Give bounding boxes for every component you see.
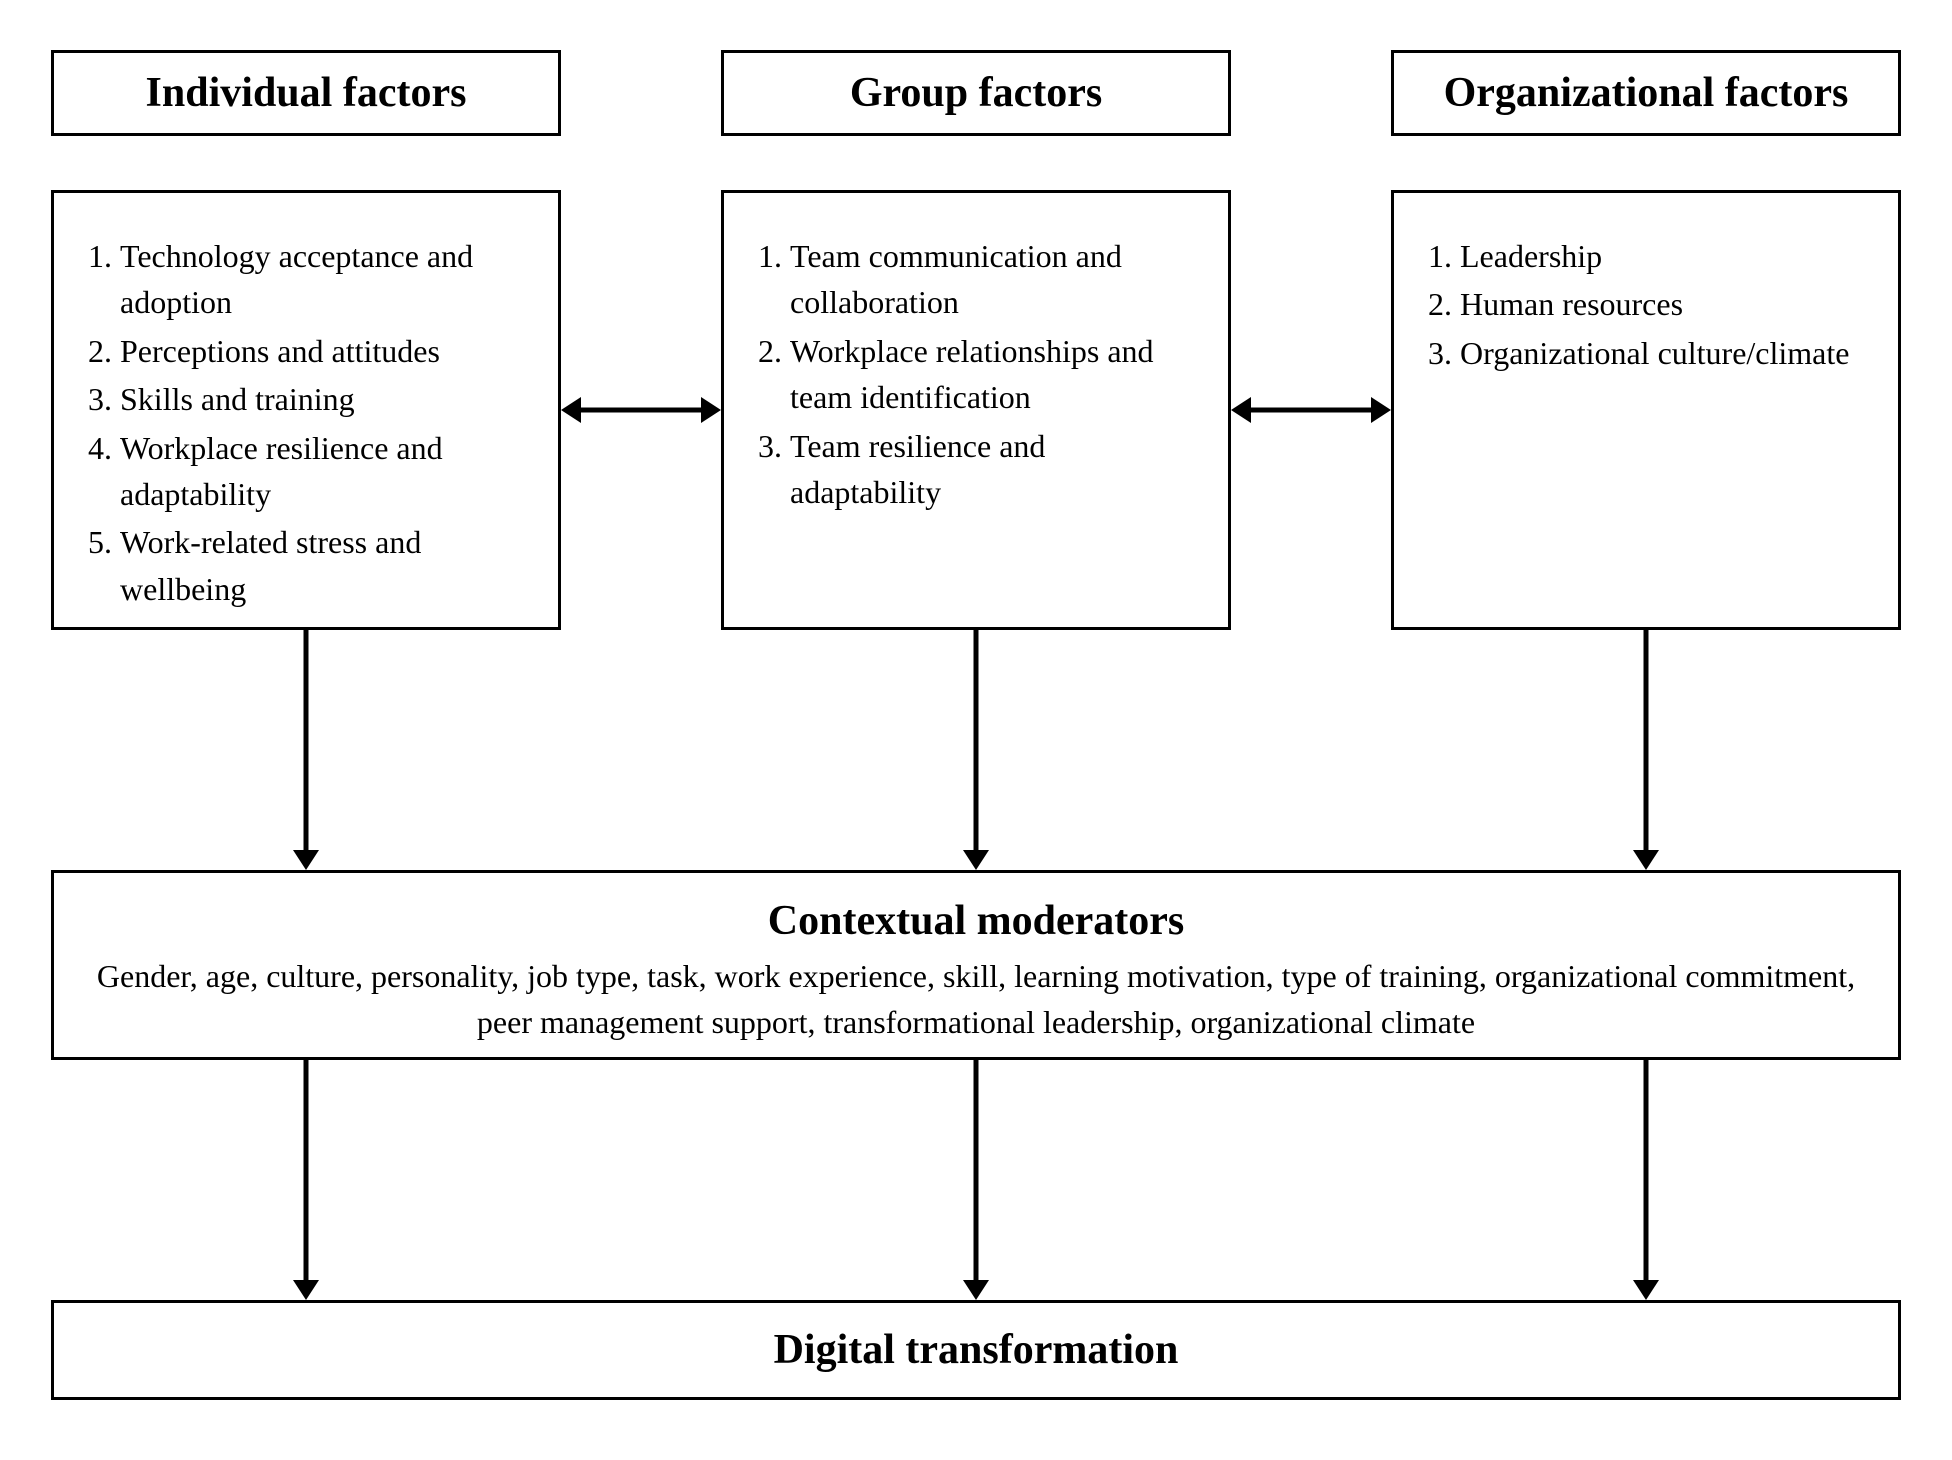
- content-list-org: LeadershipHuman resourcesOrganizational …: [1424, 233, 1868, 376]
- content-item: Leadership: [1460, 233, 1868, 279]
- content-item: Work-related stress and wellbeing: [120, 519, 528, 612]
- content-item: Human resources: [1460, 281, 1868, 327]
- content-item: Organizational culture/climate: [1460, 330, 1868, 376]
- header-label-org: Organizational factors: [1444, 69, 1849, 117]
- content-group: Team communication and collaborationWork…: [721, 190, 1231, 630]
- content-item: Team communication and collaboration: [790, 233, 1198, 326]
- content-org: LeadershipHuman resourcesOrganizational …: [1391, 190, 1901, 630]
- content-item: Workplace relationships and team identif…: [790, 328, 1198, 421]
- header-label-individual: Individual factors: [146, 69, 467, 117]
- content-list-individual: Technology acceptance and adoptionPercep…: [84, 233, 528, 612]
- moderator-text: Gender, age, culture, personality, job t…: [94, 953, 1858, 1046]
- outcome-box: Digital transformation: [51, 1300, 1901, 1400]
- content-list-group: Team communication and collaborationWork…: [754, 233, 1198, 515]
- header-group: Group factors: [721, 50, 1231, 136]
- header-org: Organizational factors: [1391, 50, 1901, 136]
- header-label-group: Group factors: [850, 69, 1102, 117]
- content-item: Skills and training: [120, 376, 528, 422]
- content-item: Workplace resilience and adaptability: [120, 425, 528, 518]
- moderator-title: Contextual moderators: [94, 897, 1858, 945]
- content-item: Team resilience and adaptability: [790, 423, 1198, 516]
- content-individual: Technology acceptance and adoptionPercep…: [51, 190, 561, 630]
- moderator-box: Contextual moderators Gender, age, cultur…: [51, 870, 1901, 1060]
- content-item: Perceptions and attitudes: [120, 328, 528, 374]
- header-individual: Individual factors: [51, 50, 561, 136]
- outcome-label: Digital transformation: [774, 1326, 1179, 1374]
- content-item: Technology acceptance and adoption: [120, 233, 528, 326]
